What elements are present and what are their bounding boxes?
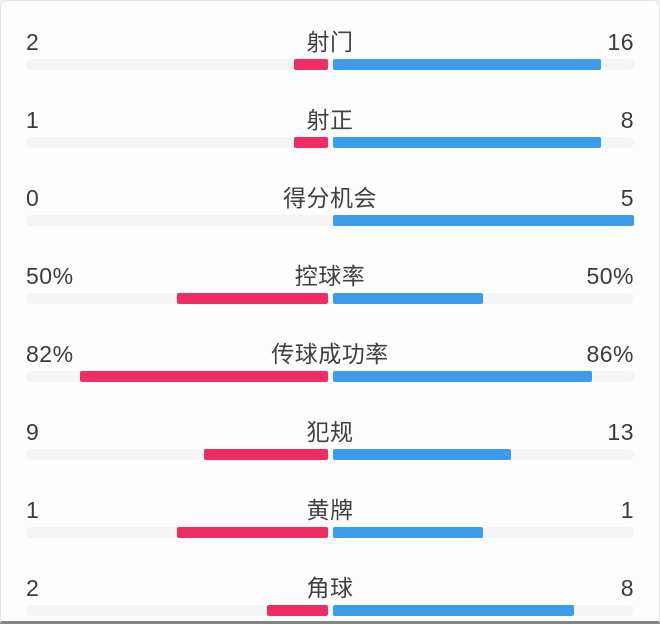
stat-left-value: 2 bbox=[26, 29, 40, 55]
stat-bar-away bbox=[332, 215, 634, 226]
stat-bar-track bbox=[26, 215, 634, 226]
stat-bar-home bbox=[176, 527, 328, 538]
stat-bar-track bbox=[26, 527, 634, 538]
stat-left-value: 0 bbox=[26, 185, 40, 211]
stat-bar-away bbox=[332, 527, 484, 538]
stat-bar-away bbox=[332, 137, 601, 148]
stat-right-value: 8 bbox=[620, 575, 634, 601]
stat-left-value: 9 bbox=[26, 419, 40, 445]
stat-row-pass-accuracy: 82% 传球成功率 86% bbox=[1, 313, 659, 391]
stat-left-value: 2 bbox=[26, 575, 40, 601]
stat-label: 犯规 bbox=[306, 419, 354, 445]
stat-header: 2 角球 8 bbox=[26, 577, 634, 600]
stat-header: 2 射门 16 bbox=[26, 31, 634, 54]
stat-header: 82% 传球成功率 86% bbox=[26, 343, 634, 366]
stat-bar-home bbox=[294, 59, 328, 70]
stat-label: 传球成功率 bbox=[271, 341, 389, 367]
stat-bar-home bbox=[80, 371, 328, 382]
stat-bar-away bbox=[332, 59, 601, 70]
stat-row-fouls: 9 犯规 13 bbox=[1, 391, 659, 469]
stat-right-value: 50% bbox=[586, 263, 634, 289]
stat-header: 0 得分机会 5 bbox=[26, 187, 634, 210]
stat-bar-track bbox=[26, 371, 634, 382]
stat-label: 射正 bbox=[306, 107, 354, 133]
stat-right-value: 1 bbox=[620, 497, 634, 523]
stat-row-big-chances: 0 得分机会 5 bbox=[1, 157, 659, 235]
stat-row-possession: 50% 控球率 50% bbox=[1, 235, 659, 313]
stat-right-value: 86% bbox=[586, 341, 634, 367]
stat-label: 黄牌 bbox=[306, 497, 354, 523]
stat-bar-track bbox=[26, 59, 634, 70]
stat-row-shots-on-target: 1 射正 8 bbox=[1, 79, 659, 157]
stat-row-yellow-cards: 1 黄牌 1 bbox=[1, 469, 659, 547]
stat-row-corners: 2 角球 8 bbox=[1, 547, 659, 621]
stat-bar-track bbox=[26, 293, 634, 304]
stat-label: 角球 bbox=[306, 575, 354, 601]
stat-right-value: 16 bbox=[607, 29, 634, 55]
stat-bar-away bbox=[332, 449, 511, 460]
stat-label: 得分机会 bbox=[283, 185, 377, 211]
stat-bar-home bbox=[294, 137, 328, 148]
stat-header: 50% 控球率 50% bbox=[26, 265, 634, 288]
stat-right-value: 13 bbox=[607, 419, 634, 445]
stat-bar-away bbox=[332, 605, 574, 616]
stat-bar-home bbox=[204, 449, 328, 460]
stat-right-value: 5 bbox=[620, 185, 634, 211]
stat-bar-home bbox=[176, 293, 328, 304]
stat-bar-track bbox=[26, 605, 634, 616]
stat-bar-away bbox=[332, 371, 592, 382]
stat-right-value: 8 bbox=[620, 107, 634, 133]
stat-header: 1 射正 8 bbox=[26, 109, 634, 132]
stat-header: 9 犯规 13 bbox=[26, 421, 634, 444]
stat-bar-home bbox=[267, 605, 328, 616]
stat-left-value: 50% bbox=[26, 263, 74, 289]
stat-label: 射门 bbox=[306, 29, 354, 55]
stat-left-value: 82% bbox=[26, 341, 74, 367]
stat-left-value: 1 bbox=[26, 497, 40, 523]
stat-bar-track bbox=[26, 137, 634, 148]
stat-left-value: 1 bbox=[26, 107, 40, 133]
stat-row-shots: 2 射门 16 bbox=[1, 1, 659, 79]
stat-bar-track bbox=[26, 449, 634, 460]
stat-header: 1 黄牌 1 bbox=[26, 499, 634, 522]
stat-bar-away bbox=[332, 293, 484, 304]
stat-label: 控球率 bbox=[294, 263, 366, 289]
